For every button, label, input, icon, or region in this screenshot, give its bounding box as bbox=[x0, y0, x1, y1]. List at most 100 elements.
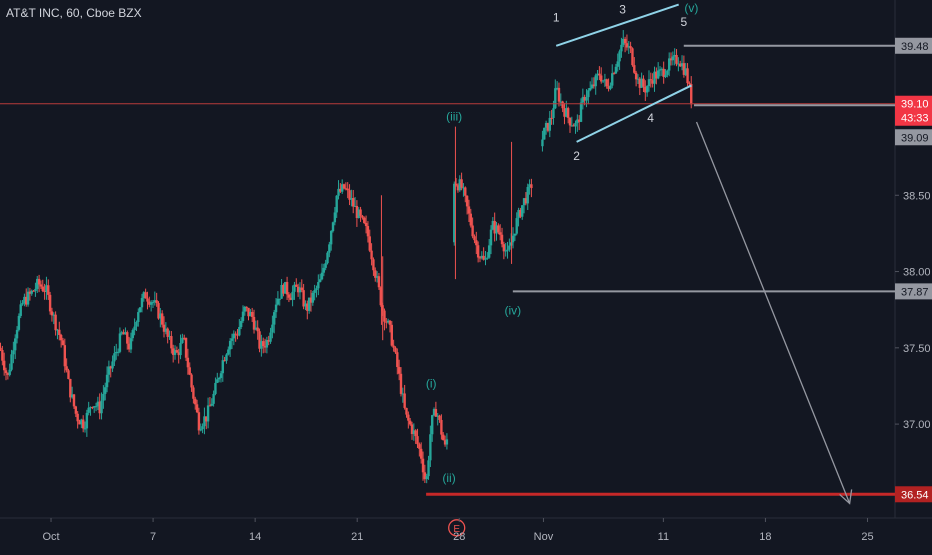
candle-body bbox=[603, 79, 607, 81]
candle-body bbox=[467, 206, 471, 214]
candle-body bbox=[214, 382, 217, 394]
candle-body bbox=[651, 80, 654, 84]
candle-body bbox=[4, 370, 8, 374]
candle-body bbox=[230, 338, 234, 341]
candle-body bbox=[284, 281, 287, 294]
candle-body bbox=[544, 122, 548, 128]
x-tick-label: 18 bbox=[759, 531, 771, 543]
candle-body bbox=[91, 407, 94, 409]
candle-body bbox=[605, 79, 608, 87]
candle-body bbox=[386, 320, 390, 323]
candle-body bbox=[559, 101, 563, 103]
candle-body bbox=[366, 226, 370, 237]
candle-body bbox=[236, 334, 239, 336]
candle-body bbox=[372, 259, 375, 271]
candle-body bbox=[37, 278, 41, 285]
candle-body bbox=[41, 286, 44, 291]
candle-body bbox=[679, 63, 682, 67]
candle-body bbox=[190, 374, 193, 388]
candle-body bbox=[344, 188, 348, 190]
candle-body bbox=[48, 294, 52, 312]
candle-body bbox=[377, 276, 381, 288]
candle-body bbox=[585, 97, 588, 101]
candle-body bbox=[346, 188, 349, 191]
candle-body bbox=[131, 330, 134, 339]
candle-body bbox=[28, 291, 32, 294]
candle-body bbox=[223, 360, 226, 362]
candle-body bbox=[664, 74, 667, 78]
candle-body bbox=[300, 287, 303, 291]
candle-body bbox=[504, 250, 507, 252]
candle-body bbox=[557, 87, 561, 102]
candle-body bbox=[168, 336, 171, 338]
candle-body bbox=[227, 349, 230, 355]
candle-body bbox=[137, 312, 140, 322]
candle-body bbox=[352, 198, 355, 207]
candle-body bbox=[173, 350, 177, 355]
candle-body bbox=[331, 222, 335, 232]
candle-body bbox=[45, 285, 48, 292]
candle-body bbox=[353, 205, 357, 207]
wave-e-marker-label: E bbox=[453, 524, 460, 535]
candle-body bbox=[19, 304, 22, 316]
candle-body bbox=[607, 86, 610, 89]
candle-body bbox=[673, 54, 676, 57]
wave-label: 3 bbox=[619, 3, 626, 17]
candle-body bbox=[318, 279, 322, 283]
candle-body bbox=[291, 291, 294, 300]
wave-label: (v) bbox=[684, 1, 698, 15]
candle-body bbox=[618, 51, 621, 62]
candle-body bbox=[425, 476, 428, 480]
candle-body bbox=[680, 63, 684, 67]
candle-body bbox=[684, 68, 687, 75]
candle-body bbox=[486, 257, 489, 259]
candle-body bbox=[598, 73, 601, 76]
candle-body bbox=[572, 125, 575, 127]
wave-label: 4 bbox=[647, 111, 654, 125]
candle-body bbox=[186, 357, 190, 368]
wedge-upper-line bbox=[555, 3, 679, 47]
candle-body bbox=[348, 190, 351, 200]
candle-body bbox=[403, 393, 406, 408]
candle-body bbox=[671, 56, 675, 61]
candle-body bbox=[203, 416, 206, 427]
candle-body bbox=[614, 66, 618, 74]
candle-body bbox=[568, 117, 572, 126]
candle-body bbox=[70, 394, 74, 398]
chart-title: AT&T INC, 60, Cboe BZX bbox=[6, 6, 142, 20]
x-tick-label: 21 bbox=[351, 531, 363, 543]
candle-body bbox=[195, 404, 199, 413]
candle-body bbox=[570, 125, 574, 127]
candle-body bbox=[644, 86, 647, 93]
candle-body bbox=[120, 332, 123, 334]
candle-body bbox=[6, 373, 10, 375]
candle-body bbox=[59, 334, 63, 341]
candle-body bbox=[506, 249, 509, 251]
candle-body bbox=[72, 394, 76, 407]
candle-body bbox=[590, 84, 594, 88]
candle-body bbox=[118, 333, 122, 352]
candle-body bbox=[258, 331, 261, 349]
candle-body bbox=[47, 285, 50, 295]
candle-body bbox=[627, 46, 630, 48]
price-tag-label: 36.54 bbox=[901, 489, 929, 501]
candle-body bbox=[184, 337, 188, 358]
candle-body bbox=[320, 272, 324, 280]
candle-body bbox=[611, 73, 614, 86]
x-tick-label: 11 bbox=[658, 531, 669, 543]
candle-body bbox=[414, 430, 417, 437]
candle-body bbox=[443, 440, 447, 445]
candle-body bbox=[111, 361, 114, 369]
candle-body bbox=[350, 198, 353, 200]
candle-body bbox=[566, 108, 570, 118]
candle-body bbox=[612, 73, 616, 75]
candle-body bbox=[295, 284, 298, 287]
candle-body bbox=[249, 311, 252, 317]
candle-body bbox=[8, 369, 11, 375]
candle-body bbox=[23, 296, 26, 304]
candle-body bbox=[431, 415, 434, 435]
projection-arrow-line bbox=[695, 121, 851, 504]
candle-body bbox=[155, 300, 158, 304]
candle-body bbox=[30, 290, 33, 294]
